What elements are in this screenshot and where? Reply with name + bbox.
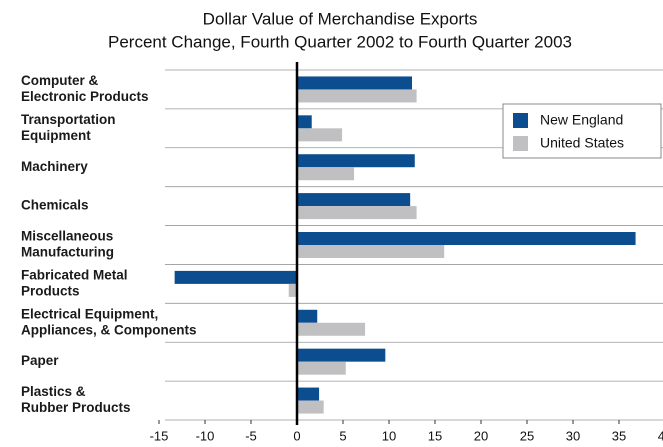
bar [297, 400, 324, 414]
bar [288, 283, 297, 297]
bar [297, 167, 355, 181]
category-label: Paper [21, 353, 59, 368]
category-label: Miscellaneous [21, 229, 113, 244]
bar [297, 348, 386, 362]
bar [297, 128, 343, 142]
x-tick-label: -10 [196, 428, 215, 443]
x-tick-label: 10 [382, 428, 396, 443]
bar [297, 193, 411, 207]
bar [297, 322, 366, 336]
category-label: Transportation [21, 112, 116, 127]
x-tick-label: 30 [566, 428, 580, 443]
bar [174, 270, 297, 284]
category-label: Electrical Equipment, [21, 306, 158, 321]
x-tick-label: 40 [658, 428, 663, 443]
bar [297, 245, 445, 258]
bar [297, 115, 312, 129]
chart-title: Dollar Value of Merchandise Exports [203, 9, 478, 28]
legend-swatch [513, 136, 528, 151]
category-label: Fabricated Metal [21, 267, 128, 282]
category-label: Rubber Products [21, 400, 131, 415]
x-tick-label: 20 [474, 428, 488, 443]
category-label: Chemicals [21, 198, 89, 213]
category-label: Machinery [21, 159, 88, 174]
category-label: Appliances, & Components [21, 322, 197, 337]
bar [297, 361, 346, 375]
legend-swatch [513, 113, 528, 128]
bar [297, 154, 415, 168]
category-label: Manufacturing [21, 245, 114, 260]
category-label: Electronic Products [21, 89, 149, 104]
category-label: Equipment [21, 128, 91, 143]
bar [297, 309, 318, 323]
legend-box [502, 103, 662, 159]
bar [297, 76, 412, 90]
x-tick-label: 25 [520, 428, 534, 443]
legend-label: New England [540, 112, 623, 128]
bar [297, 232, 636, 245]
x-tick-label: -5 [245, 428, 257, 443]
x-tick-label: 0 [293, 428, 300, 443]
bar [297, 387, 320, 401]
chart-subtitle: Percent Change, Fourth Quarter 2002 to F… [108, 32, 572, 51]
x-tick-label: 15 [428, 428, 442, 443]
category-label: Computer & [21, 73, 99, 88]
bar [297, 206, 417, 220]
x-tick-label: -15 [150, 428, 169, 443]
legend-label: United States [540, 135, 624, 151]
x-tick-label: 5 [339, 428, 346, 443]
category-label: Plastics & [21, 384, 86, 399]
x-tick-label: 35 [612, 428, 626, 443]
category-label: Products [21, 283, 80, 298]
bar [297, 89, 417, 103]
